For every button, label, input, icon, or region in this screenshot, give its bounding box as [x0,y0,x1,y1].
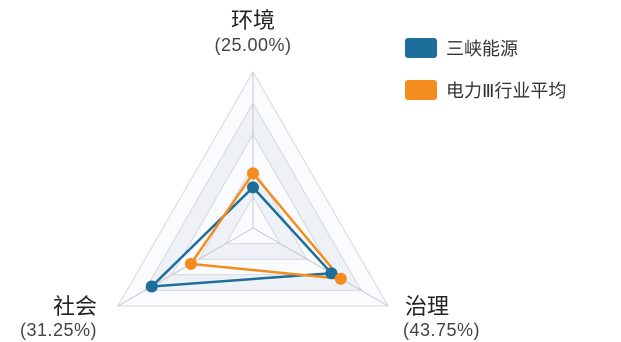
legend: 三峡能源 电力Ⅲ行业平均 [405,38,566,101]
radar-series [145,167,347,293]
axis-weight-social: (31.25%) [20,320,97,340]
series-0-point-governance [325,267,338,280]
axis-weight-governance: (43.75%) [403,320,480,340]
series-0-point-environment [247,181,259,194]
legend-swatch-three-gorges [405,38,437,58]
legend-label-three-gorges: 三峡能源 [446,39,518,59]
series-1-point-governance [334,272,347,285]
axis-line-social [117,227,254,307]
series-1-point-environment [247,167,259,180]
axis-label-governance: 治理 [405,294,449,319]
series-1-point-social [184,257,197,270]
series-0-outline [150,186,333,288]
legend-label-industry-average: 电力Ⅲ行业平均 [446,81,566,101]
legend-item-industry-average: 电力Ⅲ行业平均 [405,80,566,101]
axis-labels: 环境 (25.00%) 治理 (43.75%) 社会 (31.25%) [20,8,480,340]
axis-weight-environment: (25.00%) [214,35,291,55]
axis-line-governance [252,227,389,307]
axis-label-environment: 环境 [231,8,275,33]
series-0-point-social [145,280,158,293]
legend-item-three-gorges: 三峡能源 [405,38,518,59]
legend-swatch-industry-average [405,80,437,100]
radar-axis-lines [117,72,389,307]
series-1-outline [189,172,343,280]
axis-label-social: 社会 [53,294,97,319]
